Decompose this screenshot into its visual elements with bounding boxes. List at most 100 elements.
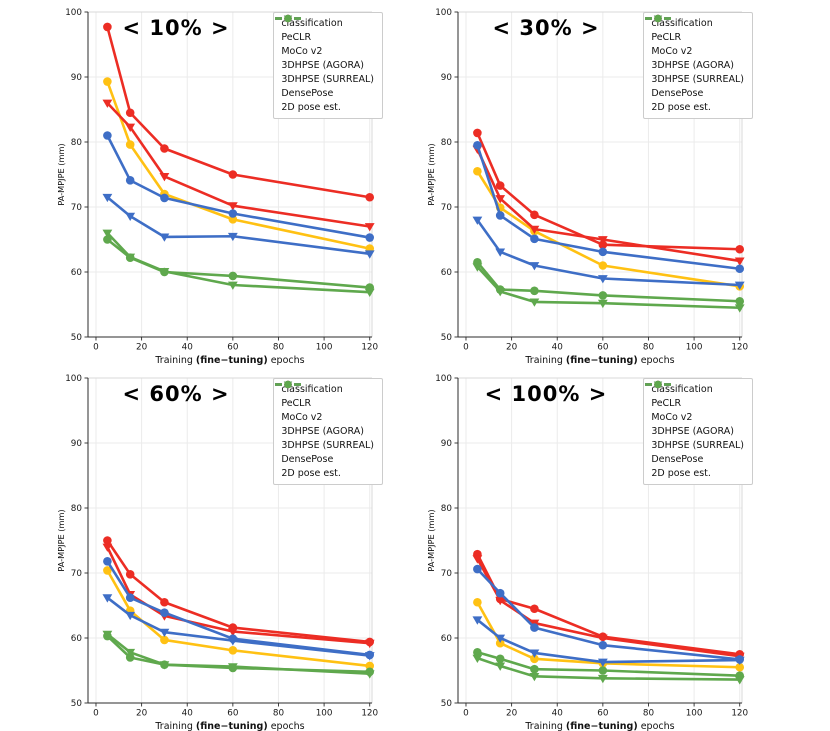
legend-item: 3DHPSE (SURREAL) [275,381,374,452]
data-point-triangle [529,649,540,658]
data-point-circle [160,193,169,203]
x-tick-label: 120 [731,709,748,719]
legend-triangle-marker-icon [645,381,672,387]
y-tick-label: 50 [441,699,453,709]
data-point-circle [735,264,745,274]
data-point-circle [735,296,745,306]
data-point-circle [495,638,505,648]
x-tick-label: 60 [597,343,609,353]
data-point-triangle [495,596,506,606]
data-point-circle [103,566,112,575]
legend-label: PeCLR [281,398,312,409]
data-point-circle [735,244,745,254]
data-point-circle [160,608,169,617]
legend-label: classification [651,18,713,29]
data-point-triangle [364,639,375,649]
y-tick-label: 80 [441,504,453,514]
data-point-circle [473,597,482,607]
legend-triangle-marker-icon [275,15,302,21]
x-tick-label: 20 [506,709,518,719]
y-axis-label: PA-MPJPE (mm) [426,509,436,571]
legend-label: 3DHPSE (SURREAL) [281,440,374,451]
data-point-triangle [364,223,375,232]
x-tick-label: 80 [643,709,655,719]
legend-item: MoCo v2 [275,15,374,58]
legend-label: 3DHPSE (SURREAL) [651,440,744,451]
data-point-circle [530,623,539,632]
legend-item: PeCLR [645,14,744,44]
y-tick-label: 70 [71,569,83,579]
data-point-triangle [472,216,483,225]
y-tick-label: 70 [71,203,83,213]
legend-item: MoCo v2 [275,381,374,424]
x-axis-label: Training (fine−tuning) epochs [524,721,674,731]
chart-title: < 10% > [122,16,230,40]
x-tick-label: 100 [316,709,333,719]
legend-label: MoCo v2 [651,412,693,423]
data-point-circle [473,166,482,176]
data-point-triangle [734,656,745,665]
data-point-circle [530,664,539,674]
x-tick-label: 40 [182,343,194,353]
data-point-circle [598,240,608,249]
data-point-triangle [364,288,375,298]
x-tick-label: 0 [463,343,469,353]
x-tick-label: 40 [552,709,564,719]
x-tick-label: 120 [731,343,748,353]
legend-label: 3DHPSE (SURREAL) [651,74,744,85]
data-point-circle [103,557,112,566]
data-point-triangle [125,212,136,221]
legend-label: DensePose [651,454,704,465]
legend-item: MoCo v2 [645,15,744,58]
data-point-circle [228,209,238,218]
x-tick-label: 120 [361,343,378,353]
x-tick-label: 0 [93,343,99,353]
data-point-circle [103,235,112,244]
y-tick-label: 70 [441,569,453,579]
legend-item: PeCLR [275,14,374,44]
y-tick-label: 90 [71,73,83,83]
data-point-triangle [529,298,540,307]
legend-label: PeCLR [281,32,312,43]
data-point-triangle [597,299,608,309]
legend-label: 2D pose est. [281,102,341,113]
legend: classification PeCLR MoCo v2 3DHPSE (AGORA)… [273,12,383,119]
y-tick-label: 70 [441,203,453,213]
data-point-triangle [227,232,238,242]
data-point-triangle [529,672,540,682]
data-point-circle [160,144,169,153]
legend-label: MoCo v2 [281,412,323,423]
data-point-triangle [125,611,136,621]
legend-item: 3DHPSE (AGORA) [275,14,374,72]
data-point-triangle [734,304,745,313]
legend-label: DensePose [651,88,704,99]
y-tick-label: 80 [71,504,83,514]
legend-label: 2D pose est. [651,468,711,479]
legend-triangle-marker-icon [645,15,672,21]
data-point-triangle [734,676,745,685]
data-point-circle [530,210,539,220]
legend-label: MoCo v2 [651,46,693,57]
data-point-circle [365,233,375,242]
y-tick-label: 100 [435,8,452,18]
data-point-triangle [102,543,113,552]
data-point-triangle [159,661,170,670]
legend-item: 2D pose est. [645,381,744,480]
data-point-triangle [495,195,506,204]
legend-label: 2D pose est. [281,468,341,479]
data-point-circle [473,648,482,657]
legend-label: MoCo v2 [281,46,323,57]
x-tick-label: 100 [316,343,333,353]
data-point-triangle [597,674,608,684]
data-point-triangle [529,225,540,234]
legend-label: 2D pose est. [651,102,711,113]
legend-label: 3DHPSE (AGORA) [281,60,364,71]
data-point-circle [473,128,482,138]
legend-label: 3DHPSE (AGORA) [281,426,364,437]
x-tick-label: 100 [686,709,703,719]
data-point-circle [125,653,135,662]
data-point-triangle [227,637,238,646]
y-tick-label: 100 [65,374,82,384]
data-point-triangle [364,250,375,259]
subplot-10-percent: 0 20 40 60 80 100 120 50 60 70 80 90 100 PA-MPJPE (mm… [18,0,433,365]
